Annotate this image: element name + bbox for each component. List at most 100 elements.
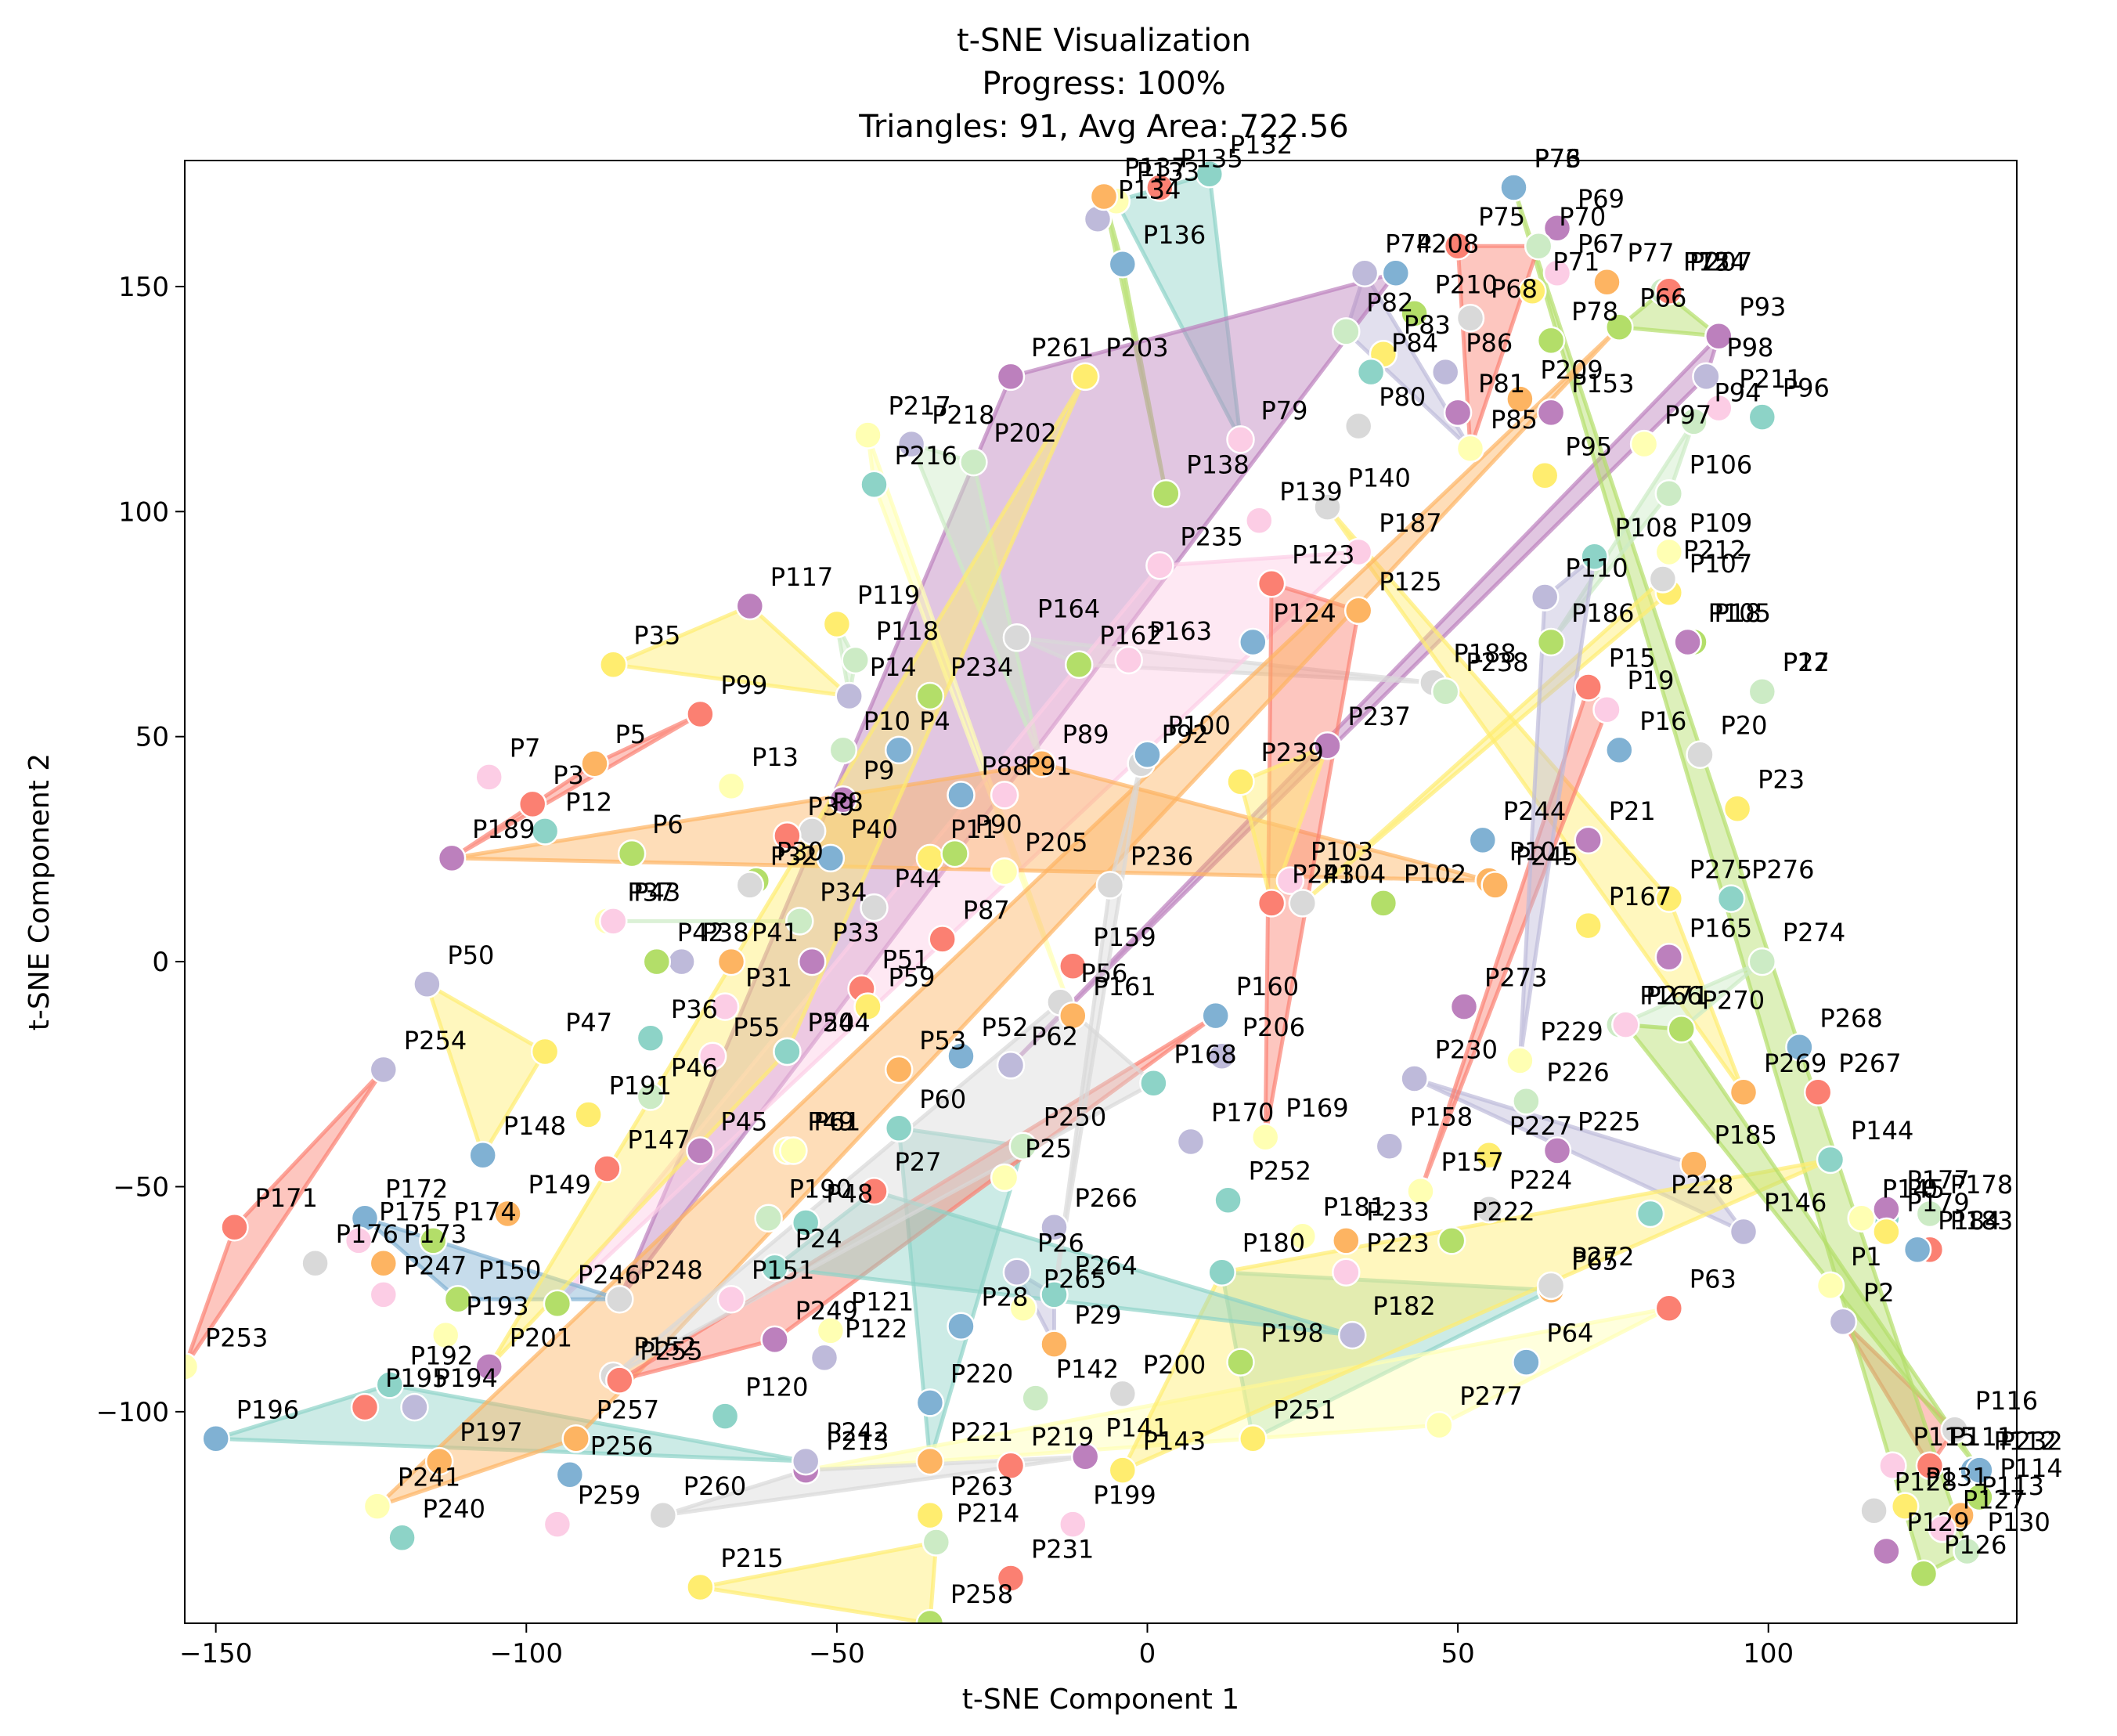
point-p97 (1629, 429, 1659, 459)
y-tick-label: 100 (118, 496, 169, 528)
triangle-20 (896, 1126, 1026, 1464)
point-label-p214: P214 (957, 1499, 1019, 1528)
point-p19 (1592, 695, 1621, 724)
point-label-p212: P212 (1683, 536, 1746, 565)
point-label-p111: P111 (1950, 1422, 2013, 1452)
point-label-p136: P136 (1143, 220, 1206, 250)
point-label-p56: P56 (1080, 958, 1127, 988)
point-p141 (1070, 1442, 1100, 1471)
point-p178 (1915, 1199, 1945, 1229)
point-label-p12: P12 (565, 787, 612, 817)
point-p255 (605, 1366, 634, 1395)
point-p143 (1108, 1456, 1138, 1485)
point-p271 (1611, 1010, 1640, 1039)
point-p136 (1108, 249, 1138, 279)
point-label-p206: P206 (1242, 1012, 1305, 1042)
point-label-p134: P134 (1118, 175, 1181, 205)
point-label-p43: P43 (633, 877, 680, 907)
point-label-p8: P8 (832, 787, 864, 817)
point-p89 (1027, 749, 1056, 778)
point-p29 (1040, 1330, 1069, 1359)
point-label-p235: P235 (1180, 522, 1242, 551)
point-p229 (1506, 1046, 1535, 1075)
point-p145 (1847, 1204, 1876, 1233)
triangle-45 (698, 1540, 939, 1623)
point-p3 (518, 789, 547, 819)
point-p85 (1455, 434, 1485, 464)
point-p44 (860, 893, 889, 922)
point-p53 (884, 1055, 914, 1085)
point-label-p194: P194 (435, 1363, 498, 1393)
point-label-p144: P144 (1851, 1116, 1913, 1146)
point-label-p54: P54 (807, 1008, 854, 1038)
point-label-p171: P171 (255, 1183, 318, 1213)
point-p25 (990, 1163, 1019, 1193)
point-label-p28: P28 (982, 1283, 1029, 1312)
x-tick-label: −100 (490, 1638, 563, 1669)
point-p224 (1474, 1194, 1504, 1224)
point-p168 (1139, 1069, 1168, 1098)
point-p16 (1605, 735, 1634, 765)
point-label-p46: P46 (671, 1053, 718, 1083)
point-p234 (915, 681, 945, 711)
point-label-p204: P204 (807, 1008, 870, 1038)
point-p196 (201, 1424, 230, 1453)
point-p187 (1343, 537, 1373, 567)
point-p138 (1152, 479, 1181, 508)
point-p259 (543, 1510, 572, 1539)
chart-title: t-SNE Visualization Progress: 100% Trian… (858, 23, 1348, 145)
point-label-p148: P148 (503, 1111, 566, 1141)
point-label-p17: P17 (1783, 648, 1830, 677)
point-p163 (1114, 645, 1143, 675)
x-tick-label: −50 (809, 1638, 865, 1669)
point-p124 (1239, 627, 1268, 657)
point-label-p255: P255 (640, 1337, 702, 1366)
point-p127 (1928, 1514, 1957, 1543)
point-p192 (375, 1370, 405, 1399)
point-p208 (1381, 258, 1411, 287)
point-label-p77: P77 (1628, 238, 1675, 268)
point-label-p96: P96 (1783, 374, 1830, 403)
point-label-p259: P259 (578, 1481, 640, 1510)
point-p243 (1257, 889, 1286, 918)
point-label-p195: P195 (385, 1363, 448, 1393)
point-label-p41: P41 (752, 918, 799, 947)
point-label-p112: P112 (1994, 1427, 2057, 1456)
point-label-p202: P202 (994, 418, 1056, 448)
point-label-p130: P130 (1988, 1507, 2050, 1537)
point-label-p234: P234 (950, 652, 1013, 682)
point-p194 (400, 1392, 429, 1422)
point-label-p246: P246 (578, 1260, 640, 1290)
x-axis-label: t-SNE Component 1 (962, 1684, 1239, 1716)
point-p174 (419, 1226, 448, 1255)
point-label-p24: P24 (795, 1224, 842, 1254)
point-label-p124: P124 (1273, 598, 1336, 628)
point-label-p172: P172 (385, 1175, 448, 1204)
point-p265 (1008, 1294, 1038, 1323)
point-label-p25: P25 (1025, 1134, 1072, 1164)
triangle-42 (1052, 761, 1144, 1297)
point-p102 (1369, 889, 1398, 918)
point-p261 (996, 362, 1026, 392)
point-label-p44: P44 (895, 864, 942, 893)
point-label-p201: P201 (510, 1323, 572, 1352)
point-p146 (1729, 1217, 1758, 1247)
point-p91 (990, 781, 1019, 810)
point-p140 (1313, 493, 1342, 522)
triangle-28 (1120, 1157, 1833, 1473)
point-label-p50: P50 (447, 940, 494, 970)
point-label-p107: P107 (1690, 549, 1752, 579)
point-label-p184: P184 (1938, 1206, 2000, 1236)
point-label-p226: P226 (1546, 1057, 1609, 1087)
point-label-p173: P173 (404, 1219, 467, 1249)
point-label-p11: P11 (950, 814, 997, 844)
point-label-p133: P133 (1137, 157, 1199, 187)
x-tick-label: 0 (1139, 1638, 1156, 1669)
point-p144 (1816, 1145, 1845, 1175)
point-p201 (474, 1352, 503, 1381)
point-label-p188: P188 (1453, 639, 1516, 669)
point-p86 (1430, 357, 1460, 387)
point-label-p211: P211 (1739, 364, 1801, 394)
triangle-15 (449, 761, 1491, 883)
point-p10 (828, 735, 858, 765)
